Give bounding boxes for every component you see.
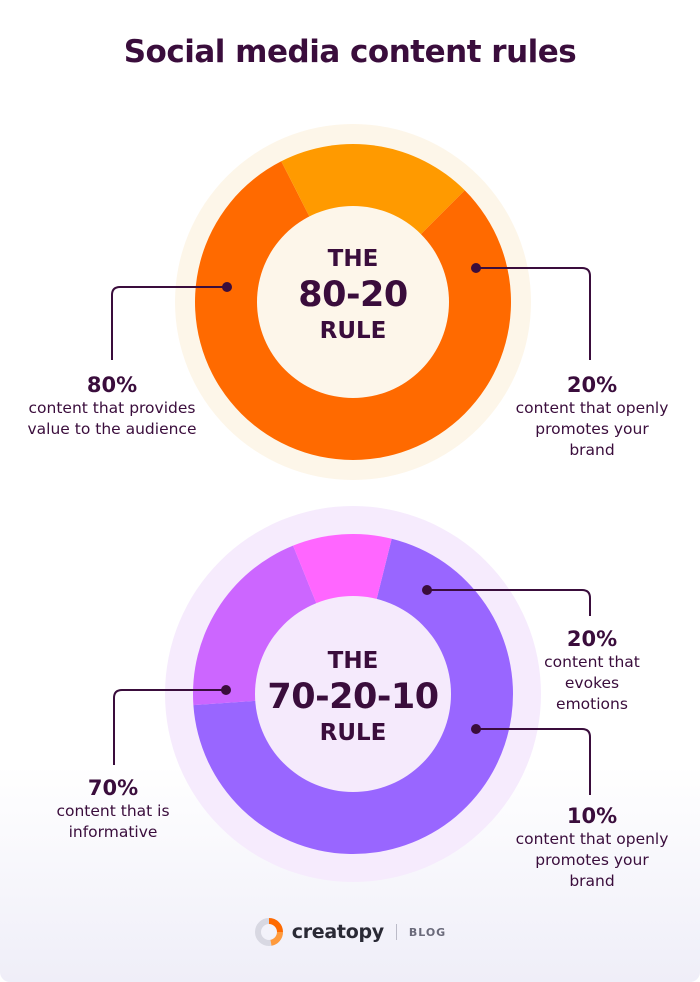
- annotation-20-percent-emotions: 20% content that evokes emotions: [527, 626, 657, 715]
- donut-center: [255, 596, 451, 792]
- slice-pct-label: 10%: [566, 804, 618, 828]
- connector-dot-1: [222, 282, 232, 292]
- connector-line-2: [476, 267, 591, 360]
- footer-divider: [395, 924, 397, 940]
- annotation-70-percent: 70% content that is informative: [48, 775, 178, 843]
- donut-chart-80-20: [175, 124, 531, 480]
- slice-description: content that evokes emotions: [544, 653, 640, 713]
- slice-description: content that openly promotes your brand: [515, 399, 669, 459]
- page-title: Social media content rules: [123, 34, 577, 70]
- donut-center: [257, 206, 449, 398]
- center-label-80-20: THE 80-20 RULE: [253, 244, 453, 346]
- connector-line-3: [113, 689, 226, 765]
- slice-description: content that provides value to the audie…: [27, 399, 197, 438]
- footer-section-label: BLOG: [408, 925, 447, 939]
- creatopy-logo-icon: [254, 918, 283, 946]
- slice-description: content that is informative: [56, 802, 170, 841]
- center-label-bottom: RULE: [319, 720, 387, 746]
- connector-dot-4: [422, 585, 432, 595]
- brand-name: creatopy: [291, 921, 384, 943]
- annotation-80-percent: 80% content that provides value to the a…: [22, 372, 202, 440]
- center-label-middle: 70-20-10: [267, 677, 439, 717]
- connector-line-5: [476, 728, 591, 795]
- slice-description: content that openly promotes your brand: [515, 830, 669, 890]
- center-label-top: THE: [327, 648, 379, 674]
- slice-pct-label: 20%: [566, 373, 618, 397]
- slice-pct-label: 20%: [566, 627, 618, 651]
- center-label-middle: 80-20: [298, 275, 408, 315]
- annotation-10-percent: 10% content that openly promotes your br…: [512, 803, 672, 892]
- connector-dot-2: [471, 263, 481, 273]
- slice-pct-label: 80%: [86, 373, 138, 397]
- connector-dot-5: [471, 724, 481, 734]
- footer-branding: creatopy BLOG: [0, 912, 700, 952]
- annotation-connectors: [111, 263, 591, 795]
- slice-pct-label: 70%: [87, 776, 139, 800]
- connector-line-4: [427, 589, 591, 616]
- connector-line-1: [111, 286, 227, 360]
- center-label-bottom: RULE: [319, 318, 387, 344]
- center-label-70-20-10: THE 70-20-10 RULE: [243, 646, 463, 748]
- center-label-top: THE: [327, 246, 379, 272]
- connector-dot-3: [221, 685, 231, 695]
- donut-chart-70-20-10: [165, 506, 541, 882]
- annotation-20-percent: 20% content that openly promotes your br…: [512, 372, 672, 461]
